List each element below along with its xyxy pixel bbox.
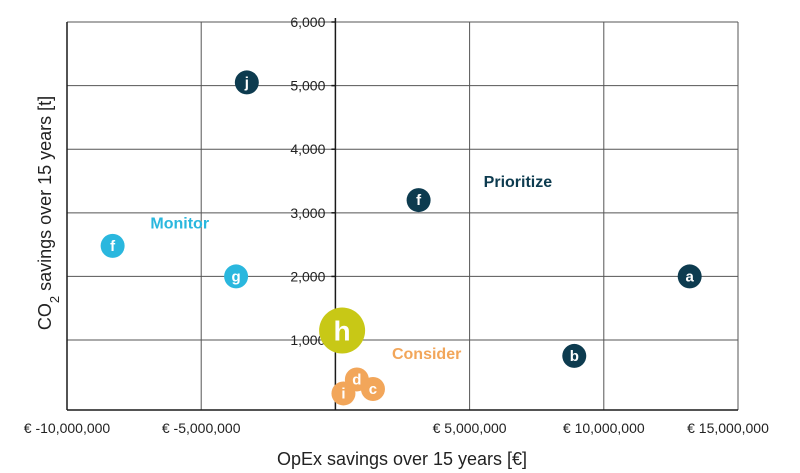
data-point-marker: [677, 264, 702, 289]
data-point-marker: [224, 264, 249, 289]
x-tick-label: € 10,000,000: [563, 420, 645, 436]
data-point-h: h: [319, 307, 366, 354]
data-point-marker: [360, 377, 385, 402]
x-axis-label: OpEx savings over 15 years [€]: [277, 449, 527, 469]
data-point-label: f: [110, 238, 116, 255]
data-point-label: b: [570, 348, 579, 365]
x-tick-label: € 15,000,000: [687, 420, 769, 436]
data-point-marker: [100, 233, 125, 258]
y-axis-label-main: CO: [35, 303, 55, 330]
y-tick-label: 5,000: [290, 78, 325, 94]
quadrant-labels: Prioritize Monitor Consider: [150, 174, 552, 363]
data-point-f: f: [406, 188, 431, 213]
x-tick-label: € 5,000,000: [433, 420, 507, 436]
data-point-marker: [234, 70, 259, 95]
data-point-marker: [406, 188, 431, 213]
data-point-b: b: [562, 343, 587, 368]
data-point-marker: [319, 307, 366, 354]
quadrant-label-prioritize: Prioritize: [484, 174, 553, 191]
data-point-label: c: [369, 381, 377, 398]
data-point-label: g: [232, 268, 241, 285]
data-point-label: h: [334, 315, 351, 346]
y-axis-label-subscript: 2: [47, 296, 62, 303]
x-tick-label: € -10,000,000: [24, 420, 111, 436]
y-axis-label-rest: savings over 15 years [t]: [35, 96, 55, 296]
data-point-a: a: [677, 264, 702, 289]
data-point-marker: [562, 343, 587, 368]
data-point-label: i: [341, 385, 345, 402]
data-point-f: f: [100, 233, 125, 258]
data-points: a b f j f g h dc i: [100, 70, 702, 406]
grid-lines: [66, 21, 739, 410]
data-point-label: j: [244, 74, 249, 91]
quadrant-label-consider: Consider: [392, 346, 461, 363]
y-tick-label: 4,000: [290, 141, 325, 157]
y-axis-label: CO2 savings over 15 years [t]: [35, 96, 62, 330]
tick-labels: € -10,000,000 € -5,000,000 € 5,000,000 € 10…: [24, 14, 769, 436]
data-point-marker: [331, 381, 356, 406]
data-point-j: j: [234, 70, 259, 95]
y-tick-label: 2,000: [290, 268, 325, 284]
data-point-i: i: [331, 381, 356, 406]
y-tick-label: 6,000: [290, 14, 325, 30]
data-point-label: a: [686, 268, 695, 285]
y-tick-label: 1,000: [290, 332, 325, 348]
data-point-c: c: [360, 377, 385, 402]
x-tick-label: € -5,000,000: [162, 420, 241, 436]
data-point-g: g: [224, 264, 249, 289]
quadrant-label-monitor: Monitor: [150, 215, 209, 232]
data-point-label: f: [416, 192, 422, 209]
y-tick-label: 3,000: [290, 205, 325, 221]
data-point-label: d: [352, 371, 361, 388]
